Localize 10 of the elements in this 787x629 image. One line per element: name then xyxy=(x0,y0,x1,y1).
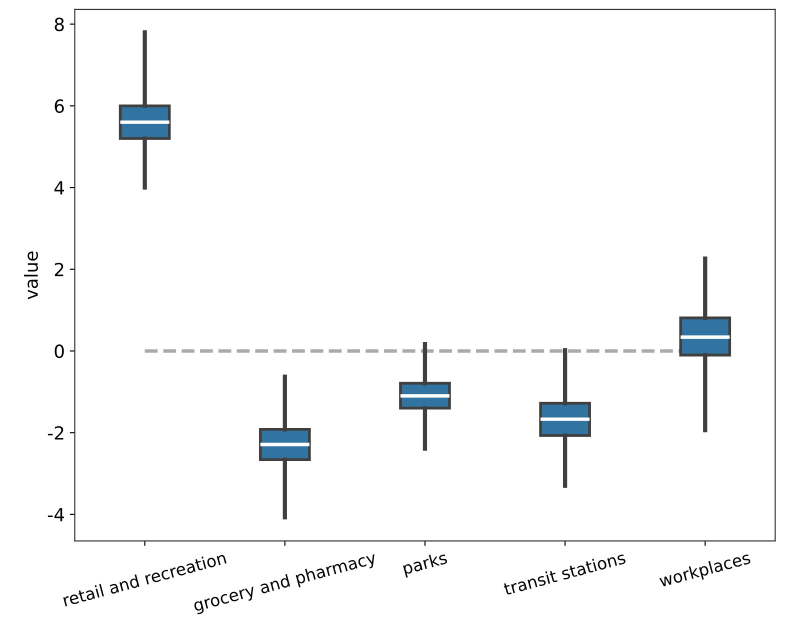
x-tick-label: transit stations xyxy=(502,550,626,596)
y-tick-label: 8 xyxy=(54,18,64,32)
y-tick-label: -4 xyxy=(48,508,64,522)
y-tick-label: 0 xyxy=(54,344,64,358)
y-axis-title: value xyxy=(24,251,38,300)
x-tick-label: parks xyxy=(402,550,448,578)
y-tick-label: -2 xyxy=(48,426,64,440)
y-tick-label: 2 xyxy=(54,262,64,276)
y-tick-label: 4 xyxy=(54,181,64,194)
y-tick-label: 6 xyxy=(54,99,64,113)
